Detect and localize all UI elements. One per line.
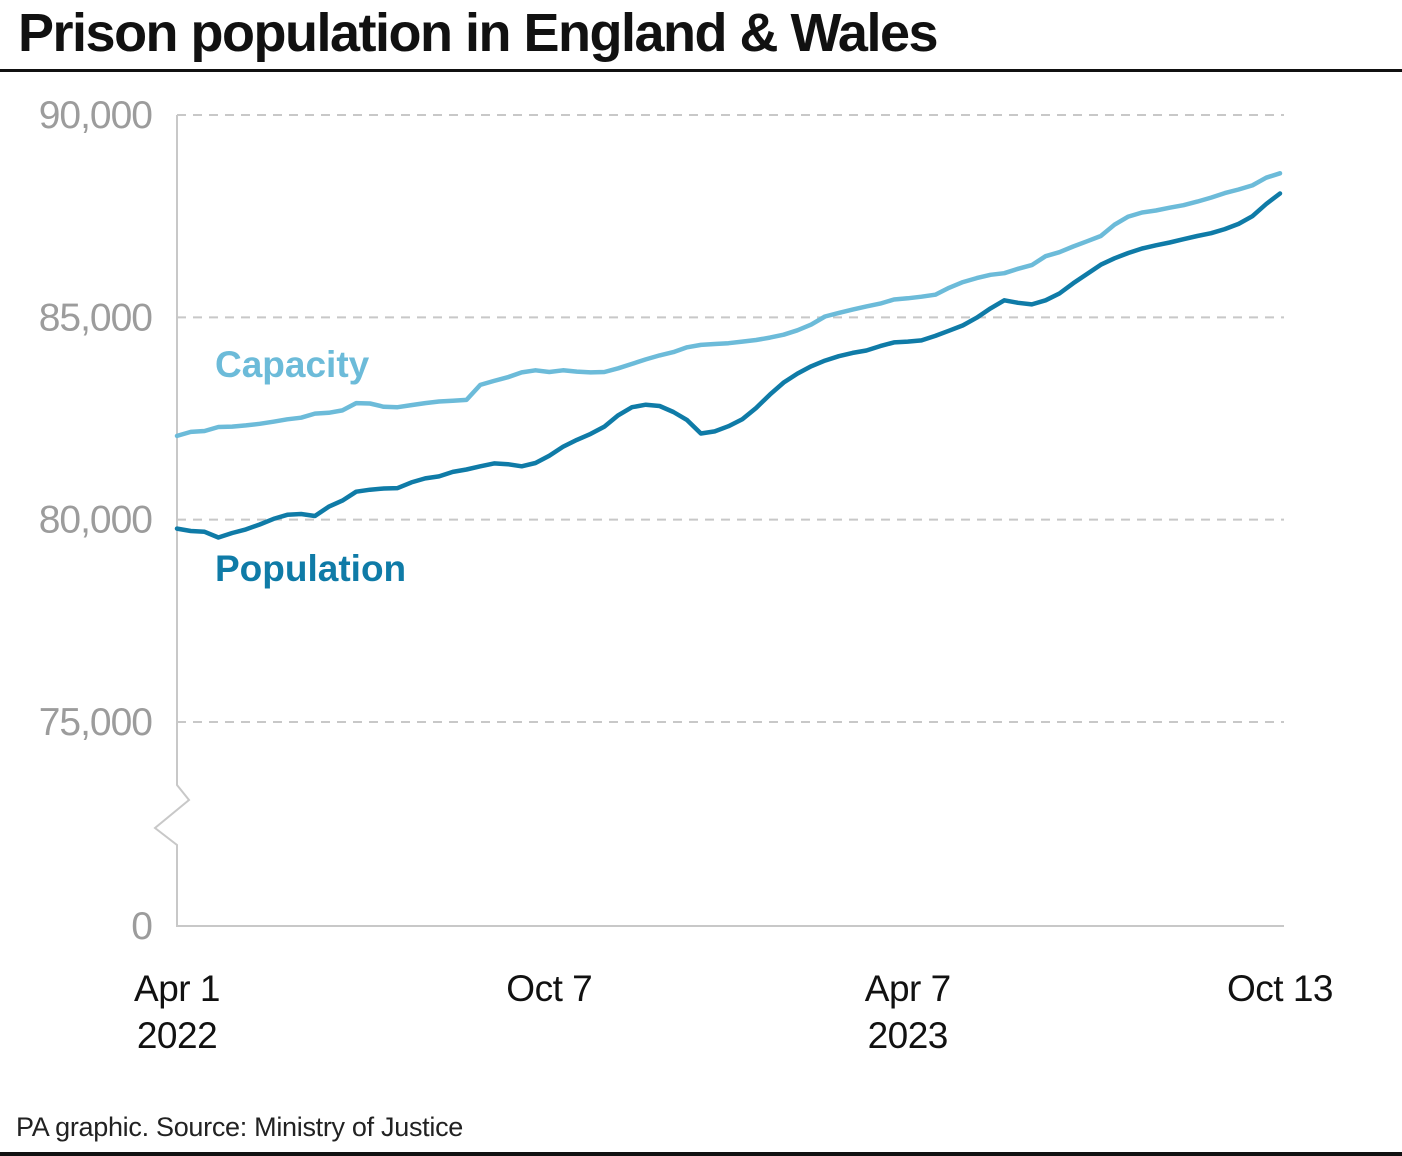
footer-rule — [0, 1152, 1402, 1156]
x-axis-ticks: Apr 1 2022 Oct 7 Apr 7 2023 Oct 13 — [134, 968, 1333, 1056]
x-tick-label: Apr 1 — [134, 968, 220, 1009]
line-chart: 90,000 85,000 80,000 75,000 0 Apr 1 2022 Oct 7… — [39, 94, 1334, 1056]
population-series-label: Population — [215, 548, 406, 589]
y-tick-label: 90,000 — [39, 94, 153, 137]
y-tick-label: 80,000 — [39, 499, 153, 542]
x-tick-year-label: 2023 — [868, 1015, 948, 1056]
population-series-line — [174, 191, 1283, 540]
y-tick-label: 75,000 — [39, 701, 153, 744]
capacity-series-line — [174, 171, 1283, 439]
source-credit: PA graphic. Source: Ministry of Justice — [16, 1112, 463, 1142]
x-tick-label: Oct 7 — [506, 968, 592, 1009]
x-tick-year-label: 2022 — [137, 1015, 217, 1056]
y-tick-label: 0 — [131, 905, 152, 948]
x-tick-label: Apr 7 — [865, 968, 951, 1009]
x-tick-label: Oct 13 — [1227, 968, 1333, 1009]
y-axis-ticks: 90,000 85,000 80,000 75,000 0 — [39, 94, 154, 948]
gridlines — [177, 114, 1284, 723]
y-axis-line — [153, 115, 1284, 927]
y-tick-label: 85,000 — [39, 296, 153, 339]
chart-title: Prison population in England & Wales — [18, 3, 939, 63]
capacity-series-label: Capacity — [215, 344, 370, 385]
title-rule — [0, 69, 1402, 72]
